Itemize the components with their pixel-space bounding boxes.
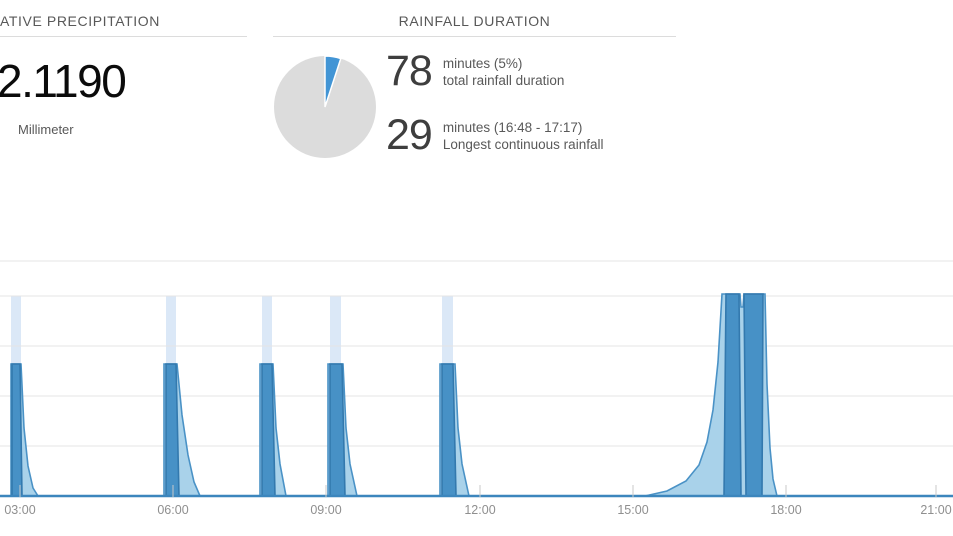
x-axis-label: 06:00 [157,503,188,517]
x-axis-label: 15:00 [617,503,648,517]
duration-panel-title: RAINFALL DURATION [398,13,551,29]
rainfall-spike [11,363,23,497]
rainfall-spike [165,363,180,497]
precipitation-unit: Millimeter [18,122,74,137]
x-axis-label: 12:00 [464,503,495,517]
precipitation-panel-title: ATIVE PRECIPITATION [0,13,160,29]
rainfall-spike [261,363,276,497]
pie-rainfall-slice [324,56,342,108]
rainfall-spike [723,293,742,497]
total-rainfall-line2: total rainfall duration [442,73,565,89]
x-axis-label: 03:00 [4,503,35,517]
x-axis-label: 18:00 [770,503,801,517]
precipitation-value: 2.1190 [0,55,127,107]
precipitation-timeseries-chart: 03:00 06:00 09:00 12:00 15:00 18:00 21:00 [0,260,953,517]
total-rainfall-stat: 78 minutes (5%) total rainfall duration [386,47,565,95]
x-axis-label: 09:00 [310,503,341,517]
rainfall-duration-pie-chart [274,56,376,158]
divider [273,36,676,37]
rainfall-spike [329,363,346,497]
smoothed-rainfall-area [0,293,953,497]
x-axis-label: 21:00 [920,503,951,517]
divider [0,36,247,37]
total-rainfall-minutes: 78 [386,47,433,95]
rainfall-spike [441,363,457,497]
longest-rainfall-minutes: 29 [386,111,433,159]
longest-rainfall-stat: 29 minutes (16:48 - 17:17) Longest conti… [386,111,604,159]
longest-rainfall-line1: minutes (16:48 - 17:17) [442,120,583,135]
total-rainfall-line1: minutes (5%) [442,56,523,71]
longest-rainfall-line2: Longest continuous rainfall [442,137,604,153]
rainfall-spike [743,293,764,497]
